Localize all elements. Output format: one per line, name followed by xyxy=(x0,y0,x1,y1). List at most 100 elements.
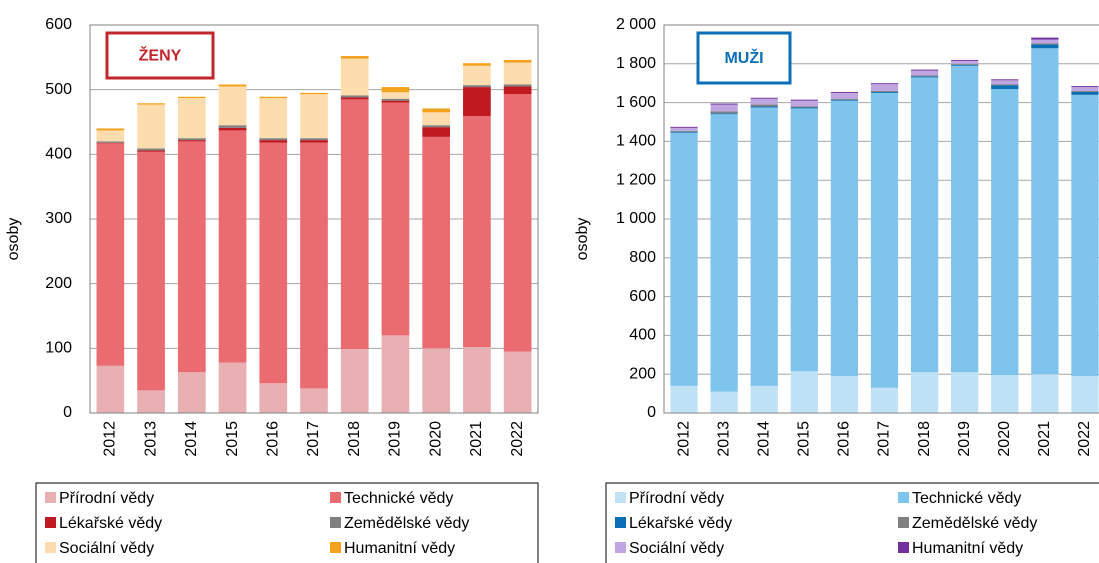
bar-segment xyxy=(177,141,206,373)
y-tick-label: 600 xyxy=(629,288,656,305)
bar-segment xyxy=(910,70,939,76)
bar-segment xyxy=(340,58,369,96)
bar-segment xyxy=(422,136,451,349)
legend-label: Zemědělské vědy xyxy=(344,515,469,532)
x-tick-label: 2018 xyxy=(346,421,363,457)
y-axis-title: osoby xyxy=(5,218,22,261)
bar-segment xyxy=(951,372,979,413)
bar-segment xyxy=(710,113,738,115)
bar-segment xyxy=(177,96,206,99)
bar-segment xyxy=(381,335,410,413)
bar-segment xyxy=(300,140,328,143)
legend-swatch xyxy=(615,517,626,528)
y-tick-label: 1 400 xyxy=(616,133,656,150)
bar-segment xyxy=(870,91,899,93)
bar-segment xyxy=(830,99,859,101)
y-tick-label: 0 xyxy=(647,404,656,421)
bar-segment xyxy=(1071,90,1099,92)
bar-segment xyxy=(830,100,859,377)
bar-segment xyxy=(830,98,859,100)
legend-swatch xyxy=(45,492,56,503)
bar-segment xyxy=(991,375,1019,413)
bar-segment xyxy=(340,348,369,413)
bar-segment xyxy=(790,100,818,107)
x-tick-label: 2020 xyxy=(996,421,1013,457)
plot-border xyxy=(89,24,539,414)
x-tick-label: 2020 xyxy=(427,421,444,457)
bar-segment xyxy=(991,80,1019,85)
bar-segment xyxy=(300,388,328,413)
bar-segment xyxy=(340,95,369,98)
y-tick-label: 200 xyxy=(45,275,72,292)
bar-segment xyxy=(870,90,899,92)
bar-segment xyxy=(750,104,778,107)
bar-segment xyxy=(710,111,738,114)
legend-swatch xyxy=(898,517,909,528)
bar-segment xyxy=(670,126,698,128)
legend-label: Lékařské vědy xyxy=(59,515,162,532)
y-tick-label: 600 xyxy=(45,16,72,33)
bar-segment xyxy=(951,64,979,66)
bar-segment xyxy=(218,130,247,363)
bar-segment xyxy=(503,351,532,413)
x-tick-label: 2019 xyxy=(387,421,404,457)
legend-box xyxy=(35,482,539,563)
bar-segment xyxy=(137,103,165,105)
bar-segment xyxy=(381,87,410,93)
bar-segment xyxy=(137,151,165,391)
label-text: MUŽI xyxy=(724,48,763,67)
label-box xyxy=(696,31,792,85)
legend-label: Humanitní vědy xyxy=(344,540,455,557)
legend-label: Technické vědy xyxy=(912,490,1021,507)
bar-segment xyxy=(991,84,1019,86)
x-tick-label: 2017 xyxy=(305,421,322,457)
bar-segment xyxy=(340,56,369,59)
bar-segment xyxy=(177,98,206,139)
bar-segment xyxy=(790,371,818,413)
bar-segment xyxy=(790,99,818,101)
bar-segment xyxy=(830,376,859,413)
bar-segment xyxy=(790,107,818,109)
bar-segment xyxy=(422,348,451,413)
y-tick-label: 300 xyxy=(45,210,72,227)
bar-segment xyxy=(96,143,125,366)
bar-segment xyxy=(177,140,206,142)
bar-segment xyxy=(1071,87,1099,91)
x-tick-label: 2014 xyxy=(183,421,200,457)
bar-segment xyxy=(218,84,247,87)
bar-segment xyxy=(830,91,859,93)
bar-segment xyxy=(96,142,125,144)
legend-swatch xyxy=(330,492,341,503)
bar-segment xyxy=(710,104,738,112)
legend-label: Sociální vědy xyxy=(59,540,154,557)
bar-segment xyxy=(259,98,288,139)
bar-segment xyxy=(381,92,410,99)
y-tick-label: 1 200 xyxy=(616,171,656,188)
legend-label: Humanitní vědy xyxy=(912,540,1023,557)
legend-swatch xyxy=(330,542,341,553)
x-tick-label: 2012 xyxy=(102,421,119,457)
bar-segment xyxy=(790,108,818,372)
bar-segment xyxy=(300,138,328,141)
bar-segment xyxy=(670,132,698,386)
bar-segment xyxy=(96,141,125,143)
bar-segment xyxy=(137,390,165,413)
bar-segment xyxy=(750,107,778,386)
bar-segment xyxy=(503,62,532,85)
bar-segment xyxy=(670,385,698,413)
bar-segment xyxy=(910,372,939,413)
bar-segment xyxy=(300,142,328,389)
bar-segment xyxy=(96,128,125,131)
x-tick-label: 2015 xyxy=(224,421,241,457)
bar-segment xyxy=(1031,37,1059,40)
bar-segment xyxy=(422,125,451,128)
bar-segment xyxy=(750,385,778,413)
bar-segment xyxy=(870,84,899,91)
legend-label: Zemědělské vědy xyxy=(912,515,1037,532)
bar-segment xyxy=(259,142,288,384)
bar-segment xyxy=(300,94,328,139)
x-tick-label: 2012 xyxy=(675,421,692,457)
bar-segment xyxy=(381,100,410,103)
bar-segment xyxy=(910,75,939,77)
